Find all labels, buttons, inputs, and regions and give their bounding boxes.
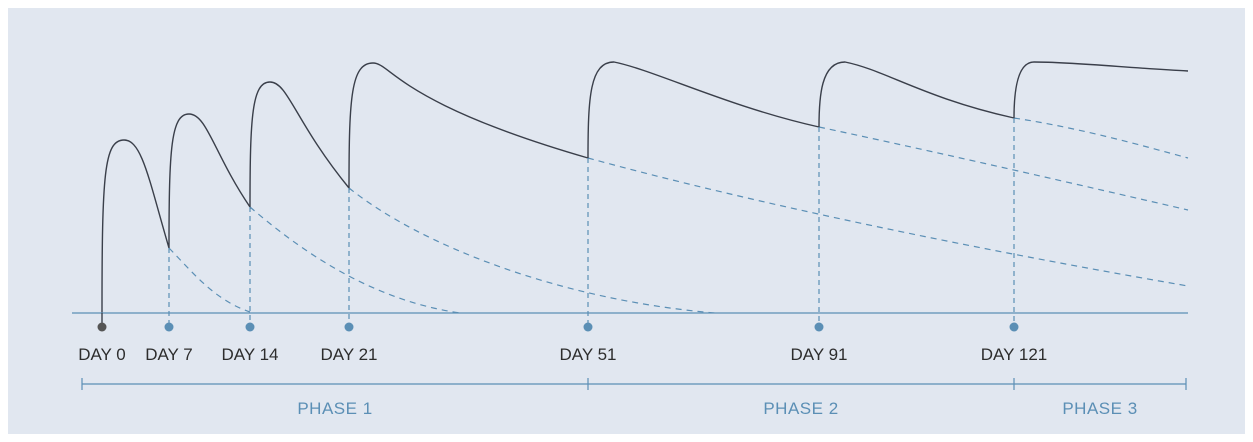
decay-dash-day51 xyxy=(587,157,1189,287)
day-markers xyxy=(97,322,1019,332)
day-droplines xyxy=(101,118,1015,327)
decay-dash-day21 xyxy=(348,187,716,314)
day-marker-121 xyxy=(1009,322,1019,332)
diagram-panel xyxy=(8,8,1245,434)
day-label-14: DAY 14 xyxy=(221,345,278,364)
day-marker-14 xyxy=(245,322,255,332)
day-marker-7 xyxy=(164,322,174,332)
day-marker-51 xyxy=(583,322,593,332)
decay-dash-day7 xyxy=(168,247,251,313)
decay-dash-day91 xyxy=(818,126,1189,211)
phase-ruler xyxy=(81,378,1187,390)
day-marker-0 xyxy=(97,322,107,332)
decay-continuations xyxy=(168,117,1189,314)
phase-label-2: PHASE 2 xyxy=(763,399,838,418)
day-labels: DAY 0 DAY 7 DAY 14 DAY 21 DAY 51 DAY 91 DAY 12… xyxy=(78,345,1047,364)
day-label-21: DAY 21 xyxy=(320,345,377,364)
day-label-7: DAY 7 xyxy=(145,345,193,364)
day-label-121: DAY 121 xyxy=(981,345,1047,364)
day-label-0: DAY 0 xyxy=(78,345,126,364)
decay-dash-day14 xyxy=(249,206,461,314)
day-marker-91 xyxy=(814,322,824,332)
day-label-51: DAY 51 xyxy=(559,345,616,364)
decay-dash-day121 xyxy=(1013,117,1189,159)
day-label-91: DAY 91 xyxy=(790,345,847,364)
phase-labels: PHASE 1 PHASE 2 PHASE 3 xyxy=(297,399,1137,418)
phase-label-1: PHASE 1 xyxy=(297,399,372,418)
response-curve xyxy=(101,61,1189,314)
phase-label-3: PHASE 3 xyxy=(1062,399,1137,418)
day-marker-21 xyxy=(344,322,354,332)
